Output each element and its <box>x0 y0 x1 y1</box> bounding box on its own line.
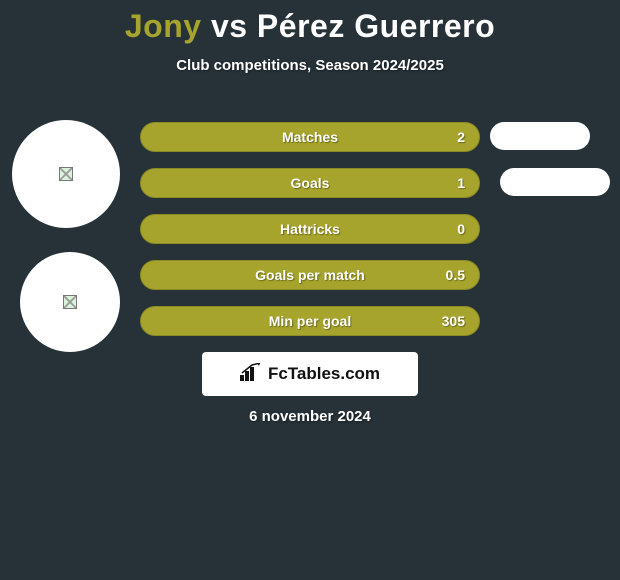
player2-pills <box>490 122 610 214</box>
stat-row-hattricks: Hattricks 0 <box>140 214 480 244</box>
avatar-player1 <box>12 120 120 228</box>
brand-chart-icon <box>240 363 262 386</box>
stat-label: Goals <box>291 175 330 191</box>
stats-bars: Matches 2 Goals 1 Hattricks 0 Goals per … <box>140 122 480 352</box>
stat-label: Min per goal <box>269 313 351 329</box>
brand-box: FcTables.com <box>202 352 418 396</box>
stat-label: Matches <box>282 129 338 145</box>
stat-row-gpm: Goals per match 0.5 <box>140 260 480 290</box>
stat-value: 305 <box>442 313 465 329</box>
page-title: Jony vs Pérez Guerrero <box>0 0 620 45</box>
stat-row-goals: Goals 1 <box>140 168 480 198</box>
stat-value: 1 <box>457 175 465 191</box>
stat-pill-matches <box>490 122 590 150</box>
brand-text: FcTables.com <box>268 364 380 384</box>
title-player1: Jony <box>125 8 202 44</box>
stat-label: Goals per match <box>255 267 365 283</box>
title-player2: Pérez Guerrero <box>257 8 495 44</box>
title-vs: vs <box>211 8 248 44</box>
subtitle: Club competitions, Season 2024/2025 <box>0 57 620 74</box>
stat-value: 2 <box>457 129 465 145</box>
broken-image-icon <box>63 295 77 309</box>
stat-label: Hattricks <box>280 221 340 237</box>
stat-row-matches: Matches 2 <box>140 122 480 152</box>
avatar-player2 <box>20 252 120 352</box>
stat-value: 0 <box>457 221 465 237</box>
stat-pill-goals <box>500 168 610 196</box>
broken-image-icon <box>59 167 73 181</box>
date-text: 6 november 2024 <box>0 408 620 425</box>
stat-row-mpg: Min per goal 305 <box>140 306 480 336</box>
stat-value: 0.5 <box>446 267 465 283</box>
